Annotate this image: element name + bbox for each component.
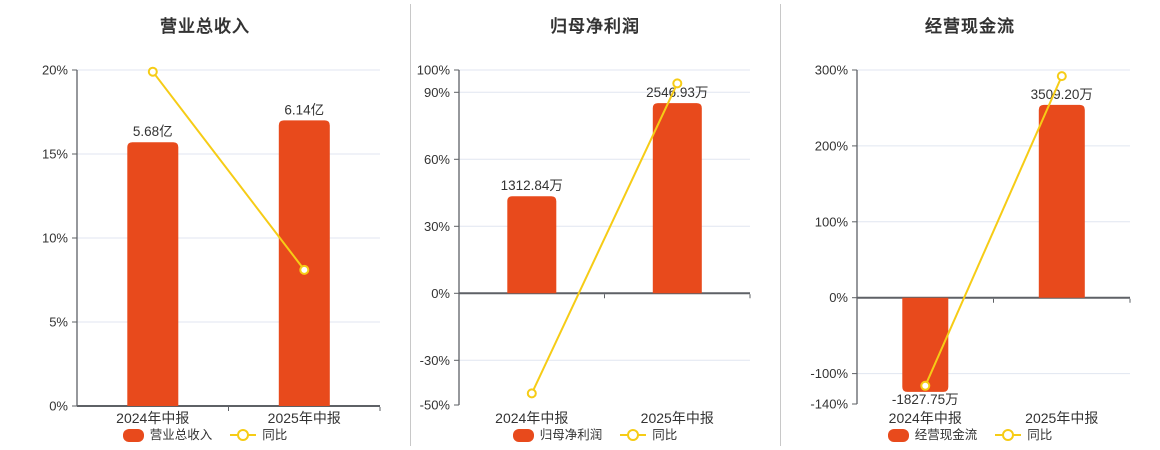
chart-canvas: 300% 200% 100% 0% -100% -140% -1827.75万 2024年中报… (810, 63, 1131, 426)
chart-canvas: 20% 15% 10% 5% 0% 5.68亿 2024年中报 6.14亿 2025年中报 (42, 63, 381, 426)
chart-legend: 归母净利润 同比 (410, 427, 780, 443)
svg-text:15%: 15% (42, 147, 68, 162)
legend-label: 营业总收入 (149, 427, 213, 442)
svg-text:1312.84万: 1312.84万 (501, 178, 563, 193)
svg-text:2025年中报: 2025年中报 (268, 410, 341, 426)
svg-text:2546.93万: 2546.93万 (646, 85, 708, 100)
svg-text:0%: 0% (829, 290, 848, 305)
svg-text:0%: 0% (431, 286, 450, 301)
chart-panel-cash-flow: 经营现金流 300% 200% 100% 0% -100% -140% -1827.75万 2… (780, 0, 1160, 450)
line-series-marker-icon (995, 429, 1022, 442)
svg-text:3509.20万: 3509.20万 (1031, 87, 1093, 102)
svg-text:5%: 5% (49, 315, 68, 330)
bar-series-swatch-icon (122, 428, 144, 442)
svg-text:-50%: -50% (420, 398, 451, 413)
bar-series-swatch-icon (512, 428, 534, 442)
chart-legend: 经营现金流 同比 (780, 427, 1160, 443)
svg-text:2025年中报: 2025年中报 (641, 410, 714, 426)
svg-text:20%: 20% (42, 63, 68, 78)
chart-legend: 营业总收入 同比 (0, 427, 410, 443)
svg-text:2024年中报: 2024年中报 (116, 410, 189, 426)
legend-item-line-series[interactable]: 同比 (995, 429, 1052, 442)
svg-text:90%: 90% (424, 85, 450, 100)
chart-title: 经营现金流 (925, 17, 1015, 36)
svg-text:30%: 30% (424, 219, 450, 234)
legend-item-bar-series[interactable]: 归母净利润 (512, 427, 603, 442)
svg-text:2024年中报: 2024年中报 (495, 410, 568, 426)
svg-text:6.14亿: 6.14亿 (284, 102, 324, 117)
panel-divider (410, 4, 411, 446)
svg-text:0%: 0% (49, 399, 68, 414)
legend-label: 同比 (1027, 427, 1053, 442)
svg-text:5.68亿: 5.68亿 (133, 124, 173, 139)
svg-text:100%: 100% (417, 63, 451, 78)
chart-title: 归母净利润 (550, 17, 640, 36)
panel-divider (780, 4, 781, 446)
svg-text:-140%: -140% (810, 397, 848, 412)
svg-text:200%: 200% (815, 138, 849, 153)
bar-series-swatch-icon (887, 428, 909, 442)
legend-label: 同比 (262, 427, 288, 442)
legend-label: 经营现金流 (914, 427, 978, 442)
svg-text:10%: 10% (42, 231, 68, 246)
chart-canvas: 100% 90% 60% 30% 0% -30% -50% 1312.84万 2024年中报 25… (417, 63, 751, 426)
svg-text:60%: 60% (424, 152, 450, 167)
svg-text:-100%: -100% (810, 366, 848, 381)
svg-text:300%: 300% (815, 63, 849, 78)
chart-title: 营业总收入 (160, 17, 250, 36)
line-series-marker-icon (620, 429, 647, 442)
legend-item-line-series[interactable]: 同比 (620, 429, 677, 442)
svg-text:-30%: -30% (420, 353, 451, 368)
svg-text:2024年中报: 2024年中报 (889, 410, 962, 426)
legend-item-bar-series[interactable]: 营业总收入 (122, 427, 213, 442)
legend-label: 归母净利润 (539, 427, 603, 442)
chart-panel-revenue: 营业总收入 20% 15% 10% 5% 0% 5.68亿 2024年中报 6.14亿 2025… (0, 0, 410, 450)
legend-item-bar-series[interactable]: 经营现金流 (887, 427, 978, 442)
legend-label: 同比 (652, 427, 678, 442)
svg-text:-1827.75万: -1827.75万 (892, 392, 959, 407)
svg-text:100%: 100% (815, 214, 849, 229)
svg-text:2025年中报: 2025年中报 (1025, 410, 1098, 426)
chart-panel-net-profit: 归母净利润 100% 90% 60% 30% 0% -30% -50% 1312.84万 202… (410, 0, 780, 450)
legend-item-line-series[interactable]: 同比 (230, 429, 287, 442)
line-series-marker-icon (230, 429, 257, 442)
